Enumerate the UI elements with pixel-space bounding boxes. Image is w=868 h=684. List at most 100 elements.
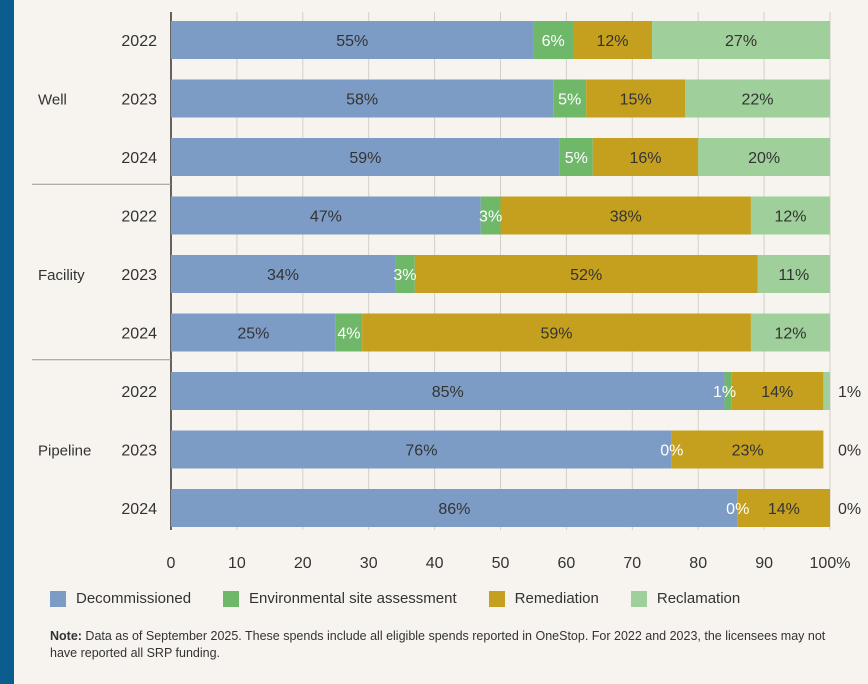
data-label: 23% bbox=[732, 443, 764, 460]
bar-segment bbox=[500, 196, 751, 235]
data-label: 58% bbox=[346, 92, 378, 109]
year-label: 2024 bbox=[121, 150, 157, 167]
bar-segment bbox=[724, 372, 732, 410]
bar-segment bbox=[171, 21, 534, 59]
data-label: 0% bbox=[660, 443, 683, 460]
data-label: 86% bbox=[438, 501, 470, 518]
data-label: 55% bbox=[336, 33, 368, 50]
note-text: Data as of September 2025. These spends … bbox=[50, 629, 826, 660]
legend-item: Remediation bbox=[488, 590, 599, 607]
x-tick-label: 30 bbox=[360, 555, 378, 572]
data-label: 20% bbox=[748, 150, 780, 167]
data-label: 3% bbox=[479, 209, 502, 226]
data-label: 5% bbox=[565, 150, 588, 167]
bar-segment bbox=[757, 255, 830, 293]
bar-segment bbox=[480, 196, 501, 235]
x-tick-label: 60 bbox=[558, 555, 576, 572]
data-label: 4% bbox=[337, 326, 360, 343]
data-label: 52% bbox=[570, 267, 602, 284]
bar-segment bbox=[592, 138, 699, 176]
bar-segment bbox=[685, 79, 830, 118]
bar-segment bbox=[698, 138, 830, 176]
legend-label: Environmental site assessment bbox=[249, 590, 457, 607]
year-label: 2023 bbox=[121, 92, 157, 109]
x-tick-label: 50 bbox=[492, 555, 510, 572]
bar-segment bbox=[171, 313, 336, 352]
data-label: 5% bbox=[558, 92, 581, 109]
x-tick-label: 100% bbox=[810, 555, 851, 572]
data-label: 6% bbox=[542, 33, 565, 50]
data-label: 11% bbox=[778, 267, 809, 284]
x-tick-label: 90 bbox=[755, 555, 773, 572]
data-label: 59% bbox=[349, 150, 381, 167]
bar-segment bbox=[171, 430, 672, 469]
data-label: 85% bbox=[432, 384, 464, 401]
bar-segment bbox=[731, 372, 824, 410]
legend-label: Remediation bbox=[514, 590, 599, 607]
data-label: 14% bbox=[761, 384, 793, 401]
chart-legend: Decommissioned Environmental site assessm… bbox=[50, 590, 772, 607]
year-label: 2022 bbox=[121, 384, 157, 401]
bar-segment bbox=[750, 196, 830, 235]
bar-segment bbox=[414, 255, 758, 293]
bar-segment bbox=[823, 372, 830, 410]
data-label: 27% bbox=[725, 33, 757, 50]
legend-swatch bbox=[630, 590, 647, 607]
data-label: 16% bbox=[629, 150, 661, 167]
bar-segment bbox=[362, 313, 751, 352]
data-label: 0% bbox=[726, 501, 749, 518]
bar-segment bbox=[171, 79, 554, 118]
legend-item: Environmental site assessment bbox=[223, 590, 457, 607]
x-tick-label: 20 bbox=[294, 555, 312, 572]
data-label: 15% bbox=[620, 92, 652, 109]
group-label: Well bbox=[38, 92, 67, 109]
legend-swatch bbox=[223, 590, 240, 607]
bar-segment bbox=[533, 21, 573, 59]
x-tick-label: 0 bbox=[167, 555, 176, 572]
bar-segment bbox=[395, 255, 415, 293]
year-label: 2022 bbox=[121, 209, 157, 226]
bar-segment bbox=[572, 21, 653, 59]
bar-segment bbox=[737, 489, 830, 527]
bar-segment bbox=[553, 79, 587, 118]
data-label: 47% bbox=[310, 209, 342, 226]
bar-segment bbox=[586, 79, 686, 118]
legend-item: Decommissioned bbox=[50, 590, 191, 607]
data-label: 14% bbox=[768, 501, 800, 518]
x-tick-label: 70 bbox=[623, 555, 641, 572]
data-label: 22% bbox=[741, 92, 773, 109]
note-label: Note: bbox=[50, 629, 82, 643]
x-tick-label: 40 bbox=[426, 555, 444, 572]
bar-segment bbox=[171, 255, 396, 293]
data-label: 38% bbox=[610, 209, 642, 226]
year-label: 2022 bbox=[121, 33, 157, 50]
data-label: 12% bbox=[597, 33, 629, 50]
bar-segment bbox=[171, 196, 481, 235]
year-label: 2023 bbox=[121, 443, 157, 460]
legend-label: Decommissioned bbox=[76, 590, 192, 607]
data-label: 76% bbox=[405, 443, 437, 460]
data-label: 59% bbox=[540, 326, 572, 343]
sidebar-stripe bbox=[0, 0, 14, 684]
data-label: 34% bbox=[267, 267, 299, 284]
chart-note: Note: Data as of September 2025. These s… bbox=[50, 628, 855, 662]
data-label: 12% bbox=[774, 326, 806, 343]
legend-label: Reclamation bbox=[656, 590, 741, 607]
bar-segment bbox=[652, 21, 830, 59]
year-label: 2024 bbox=[121, 326, 157, 343]
data-label: 0% bbox=[838, 443, 861, 460]
year-label: 2023 bbox=[121, 267, 157, 284]
legend-swatch bbox=[488, 590, 505, 607]
group-label: Pipeline bbox=[38, 443, 91, 460]
group-label: Facility bbox=[38, 267, 85, 284]
data-label: 1% bbox=[713, 384, 736, 401]
bar-segment bbox=[671, 430, 824, 469]
bar-segment bbox=[171, 489, 738, 527]
data-label: 12% bbox=[774, 209, 806, 226]
bar-segment bbox=[750, 313, 830, 352]
bar-segment bbox=[171, 372, 725, 410]
data-label: 0% bbox=[838, 501, 861, 518]
bar-segment bbox=[171, 138, 560, 176]
legend-item: Reclamation bbox=[630, 590, 741, 607]
